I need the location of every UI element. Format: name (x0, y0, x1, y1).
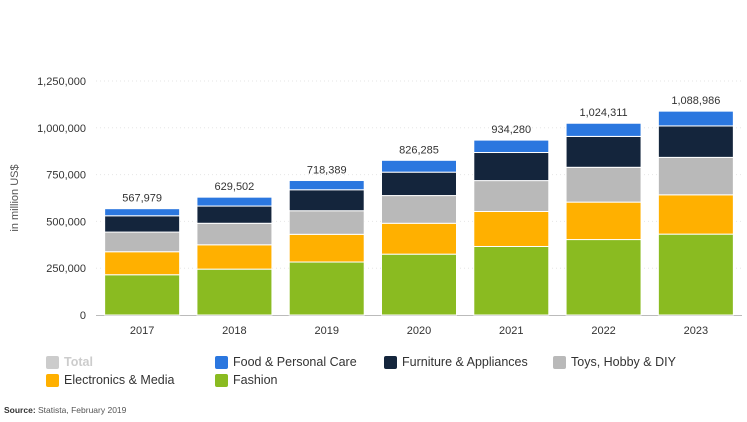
bar-segment-furniture-appliances-2017[interactable] (104, 215, 181, 233)
bar-segment-food-personal-care-2023[interactable] (657, 110, 734, 127)
y-tick-label: 1,250,000 (37, 76, 86, 88)
y-tick-label: 250,000 (46, 263, 86, 275)
bar-segment-furniture-appliances-2023[interactable] (657, 125, 734, 158)
legend-label-toys-hobby-diy: Toys, Hobby & DIY (571, 355, 676, 369)
legend-item-electronics-media[interactable]: Electronics & Media (46, 373, 174, 387)
bar-segment-toys-hobby-diy-2023[interactable] (657, 156, 734, 196)
bar-segment-food-personal-care-2022[interactable] (565, 122, 642, 137)
total-label: 718,389 (307, 165, 347, 177)
x-tick-label: 2021 (499, 325, 523, 337)
bar-segment-electronics-media-2021[interactable] (473, 210, 550, 247)
bar-segment-fashion-2017[interactable] (104, 274, 181, 316)
y-tick-label: 1,000,000 (37, 123, 86, 135)
x-tick-label: 2019 (314, 325, 338, 337)
bar-segment-toys-hobby-diy-2019[interactable] (288, 210, 365, 235)
bar-segment-food-personal-care-2018[interactable] (196, 196, 273, 207)
bar-segment-toys-hobby-diy-2020[interactable] (381, 195, 457, 224)
bar-segment-food-personal-care-2019[interactable] (288, 180, 365, 191)
x-tick-label: 2023 (684, 325, 708, 337)
bar-segment-furniture-appliances-2018[interactable] (196, 205, 273, 224)
y-tick-label: 0 (80, 310, 86, 322)
legend-item-furniture-appliances[interactable]: Furniture & Appliances (384, 355, 528, 369)
bar-segment-electronics-media-2019[interactable] (288, 233, 365, 263)
bar-segment-toys-hobby-diy-2017[interactable] (104, 231, 181, 253)
bar-segment-fashion-2022[interactable] (565, 239, 642, 316)
bar-segment-furniture-appliances-2019[interactable] (288, 189, 365, 212)
bar-segment-electronics-media-2017[interactable] (104, 251, 181, 276)
legend-label-total: Total (64, 355, 93, 369)
total-label: 567,979 (122, 193, 162, 205)
total-label: 629,502 (215, 181, 255, 193)
y-tick-label: 500,000 (46, 216, 86, 228)
total-label: 826,285 (399, 144, 439, 156)
legend-label-fashion: Fashion (233, 373, 278, 387)
y-tick-label: 750,000 (46, 170, 86, 182)
legend-item-total[interactable]: Total (46, 355, 93, 369)
bar-segment-furniture-appliances-2021[interactable] (473, 152, 550, 182)
x-tick-label: 2020 (407, 325, 431, 337)
bar-segment-food-personal-care-2017[interactable] (104, 208, 181, 217)
bar-segment-fashion-2018[interactable] (196, 268, 273, 316)
x-tick-label: 2017 (130, 325, 154, 337)
legend-item-toys-hobby-diy[interactable]: Toys, Hobby & DIY (553, 355, 676, 369)
bar-segment-fashion-2021[interactable] (473, 245, 550, 316)
legend-swatch-total (46, 355, 59, 369)
bar-segment-fashion-2023[interactable] (657, 233, 734, 316)
legend-swatch-toys-hobby-diy (553, 355, 566, 369)
legend-label-electronics-media: Electronics & Media (64, 373, 175, 387)
total-label: 1,088,986 (671, 95, 720, 107)
legend-item-food-personal-care[interactable]: Food & Personal Care (215, 355, 357, 369)
bar-segment-electronics-media-2020[interactable] (381, 222, 457, 255)
x-tick-label: 2018 (222, 325, 246, 337)
total-label: 934,280 (491, 124, 531, 136)
legend-swatch-fashion (215, 373, 228, 387)
source-text: Statista, February 2019 (35, 405, 127, 415)
x-tick-label: 2022 (591, 325, 615, 337)
bar-segment-electronics-media-2023[interactable] (657, 194, 734, 235)
bar-segment-toys-hobby-diy-2022[interactable] (565, 166, 642, 203)
legend-swatch-electronics-media (46, 373, 59, 387)
bar-segment-food-personal-care-2020[interactable] (381, 159, 457, 173)
bar-segment-electronics-media-2022[interactable] (565, 201, 642, 241)
bar-segment-furniture-appliances-2020[interactable] (381, 171, 457, 197)
bar-segment-fashion-2020[interactable] (381, 253, 457, 316)
bar-segment-electronics-media-2018[interactable] (196, 244, 273, 270)
total-label: 1,024,311 (580, 107, 628, 119)
bar-segment-food-personal-care-2021[interactable] (473, 139, 550, 154)
legend-swatch-food-personal-care (215, 355, 228, 369)
bar-segment-fashion-2019[interactable] (288, 261, 365, 316)
legend-label-food-personal-care: Food & Personal Care (233, 355, 357, 369)
bar-segment-toys-hobby-diy-2018[interactable] (196, 222, 273, 246)
legend-label-furniture-appliances: Furniture & Appliances (402, 355, 528, 369)
source-label: Source: (4, 405, 36, 415)
source-note: Source: Statista, February 2019 (4, 405, 126, 415)
y-axis-title: in million US$ (9, 164, 21, 231)
bar-segment-furniture-appliances-2022[interactable] (565, 135, 642, 168)
bar-segment-toys-hobby-diy-2021[interactable] (473, 180, 550, 212)
legend-item-fashion[interactable]: Fashion (215, 373, 277, 387)
legend-swatch-furniture-appliances (384, 355, 397, 369)
